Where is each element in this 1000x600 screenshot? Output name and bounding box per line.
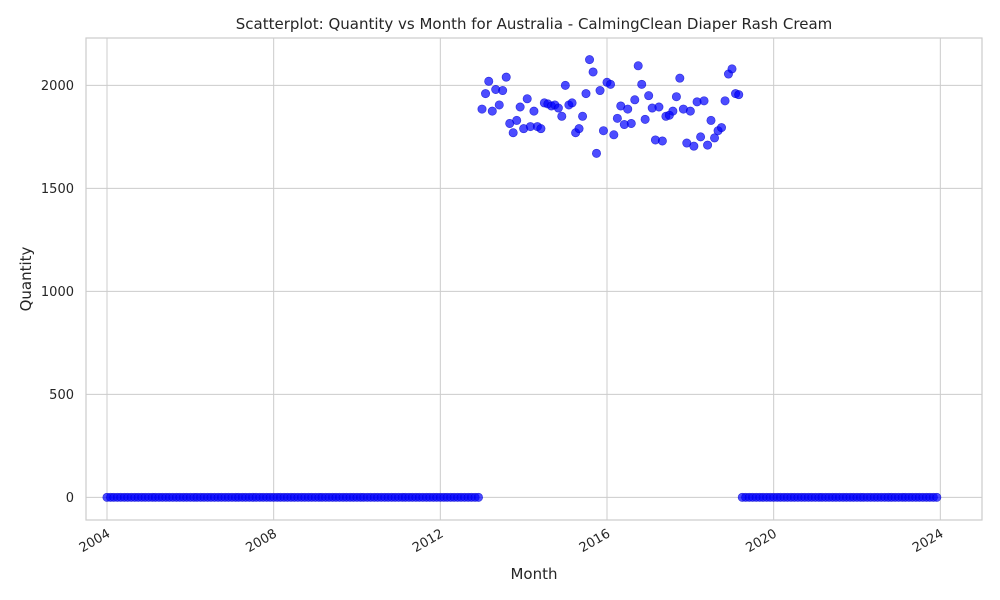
scatter-points	[102, 55, 942, 502]
scatter-point	[685, 106, 695, 116]
scatter-point	[644, 91, 654, 101]
scatter-point	[560, 80, 570, 90]
scatter-point	[581, 89, 591, 99]
plot-frame	[85, 37, 983, 521]
scatter-point	[501, 72, 511, 82]
x-axis-label: Month	[510, 565, 557, 583]
scatter-point	[606, 79, 616, 89]
scatter-point	[612, 113, 622, 123]
scatter-point	[473, 492, 483, 502]
scatter-point	[689, 141, 699, 151]
scatter-point	[727, 64, 737, 74]
scatter-point	[630, 95, 640, 105]
scatter-point	[481, 89, 491, 99]
scatter-point	[512, 115, 522, 125]
scatter-point	[671, 92, 681, 102]
x-gridlines	[106, 38, 941, 520]
y-axis-label: Quantity	[17, 246, 35, 311]
scatter-point	[932, 492, 942, 502]
scatter-point	[626, 118, 636, 128]
scatter-point	[654, 102, 664, 112]
scatter-point	[591, 148, 601, 158]
scatter-point	[585, 55, 595, 65]
scatter-point	[557, 111, 567, 121]
y-tick-labels: 0 500 1000 1500 2000	[41, 79, 74, 506]
scatter-point	[640, 114, 650, 124]
chart-title: Scatterplot: Quantity vs Month for Austr…	[236, 15, 833, 33]
scatter-point	[696, 132, 706, 142]
scatter-point	[477, 104, 487, 114]
scatter-point	[498, 86, 508, 96]
x-tick-labels: 2004 2008 2012 2016 2020 2024	[77, 526, 946, 556]
scatter-point	[703, 140, 713, 150]
scatter-point	[623, 104, 633, 114]
scatter-point	[522, 94, 532, 104]
scatter-point	[734, 90, 744, 100]
y-tick-label: 0	[66, 491, 74, 506]
scatter-point	[508, 128, 518, 138]
scatter-point	[637, 79, 647, 89]
y-tick-label: 500	[49, 388, 74, 403]
scatter-point	[574, 124, 584, 134]
scatter-point	[657, 136, 667, 146]
x-tick-label: 2004	[77, 526, 113, 556]
scatter-point	[633, 61, 643, 71]
scatter-point	[494, 100, 504, 110]
x-tick-label: 2024	[910, 526, 946, 556]
scatter-point	[484, 76, 494, 86]
scatter-point	[595, 86, 605, 96]
scatter-point	[675, 73, 685, 83]
scatter-point	[706, 115, 716, 125]
x-tick-label: 2008	[244, 526, 280, 556]
scatter-point	[720, 96, 730, 106]
y-tick-label: 2000	[41, 79, 74, 94]
scatter-point	[609, 130, 619, 140]
scatter-point	[529, 106, 539, 116]
y-tick-label: 1500	[41, 182, 74, 197]
scatter-point	[536, 124, 546, 134]
scatter-point	[487, 106, 497, 116]
scatter-point	[567, 98, 577, 108]
y-tick-label: 1000	[41, 285, 74, 300]
y-gridlines	[86, 84, 982, 498]
x-tick-label: 2012	[410, 526, 446, 556]
scatter-point	[699, 96, 709, 106]
scatter-point	[716, 123, 726, 133]
x-tick-label: 2016	[577, 526, 613, 556]
x-tick-label: 2020	[744, 526, 780, 556]
scatter-point	[710, 133, 720, 143]
scatter-point	[553, 103, 563, 113]
scatter-point	[598, 126, 608, 136]
scatter-point	[668, 106, 678, 116]
scatter-point	[588, 67, 598, 77]
scatter-point	[578, 111, 588, 121]
scatter-point	[515, 102, 525, 112]
